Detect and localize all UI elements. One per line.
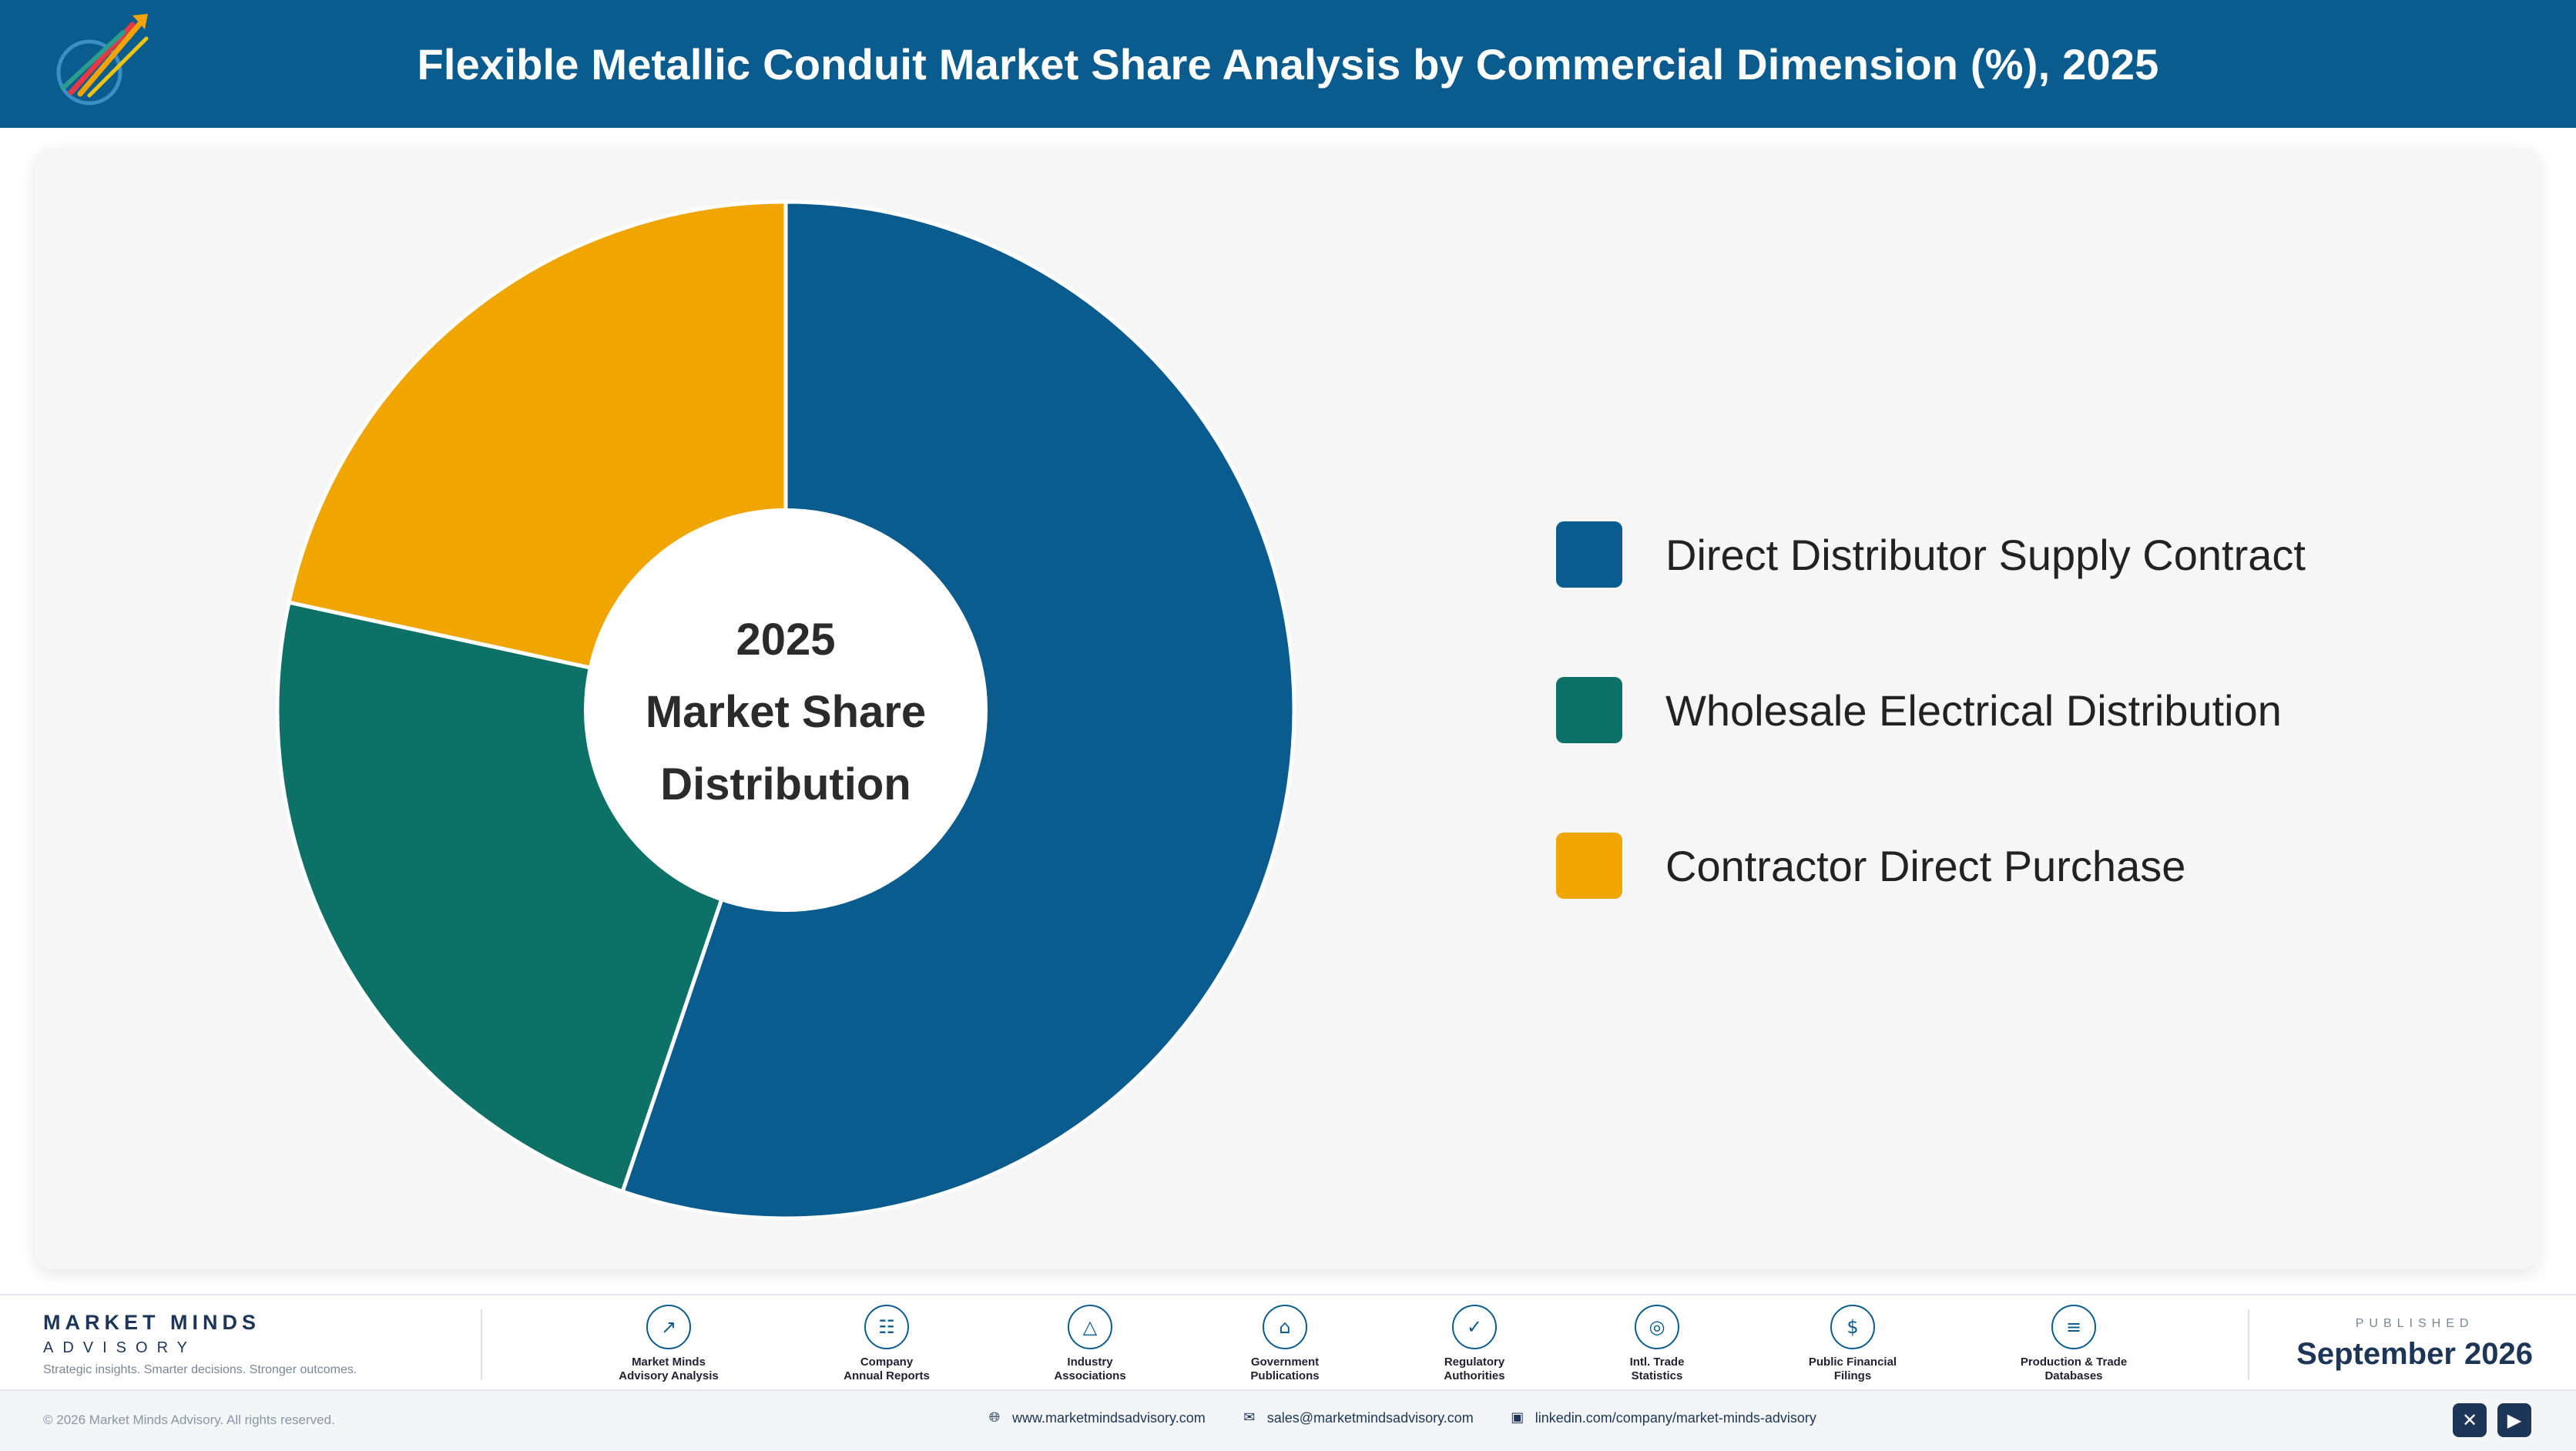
government-building-icon: ⌂ <box>1263 1305 1307 1349</box>
source-item[interactable]: ⌂ Government Publications <box>1208 1305 1362 1383</box>
legend-swatch <box>1556 521 1622 588</box>
footer-divider <box>481 1309 482 1380</box>
source-label: Government Publications <box>1250 1355 1320 1382</box>
contact-links: 🌐︎ www.marketmindsadvisory.com ✉ sales@m… <box>986 1409 1852 1426</box>
legend-swatch <box>1556 833 1622 899</box>
network-icon: △ <box>1068 1305 1112 1349</box>
source-list: ↗ Market Minds Advisory Analysis ☷ Company An… <box>0 1295 2576 1391</box>
source-label: Market Minds Advisory Analysis <box>619 1355 719 1382</box>
linkedin-text: linkedin.com/company/market-minds-adviso… <box>1535 1409 1816 1426</box>
source-label: Industry Associations <box>1054 1355 1126 1382</box>
source-item[interactable]: ↗ Market Minds Advisory Analysis <box>592 1305 746 1383</box>
x-icon[interactable]: ✕ <box>2453 1403 2487 1437</box>
center-label-line: Distribution <box>660 759 911 809</box>
website-text: www.marketmindsadvisory.com <box>1012 1409 1206 1426</box>
source-item[interactable]: △ Industry Associations <box>1013 1305 1167 1383</box>
donut-chart: 2025 Market Share Distribution <box>277 202 1294 1218</box>
source-label: Regulatory Authorities <box>1444 1355 1505 1382</box>
brand-block: MARKET MINDS ADVISORY Strategic insights… <box>43 1311 357 1377</box>
source-item[interactable]: ≡ Production & Trade Databases <box>1997 1305 2151 1383</box>
shield-check-icon: ✓ <box>1452 1305 1497 1349</box>
source-item[interactable]: ✓ Regulatory Authorities <box>1397 1305 1551 1383</box>
email-link[interactable]: ✉ sales@marketmindsadvisory.com <box>1241 1409 1474 1426</box>
envelope-icon: ✉ <box>1243 1409 1256 1426</box>
youtube-icon[interactable]: ▶ <box>2497 1403 2531 1437</box>
legend-item: Direct Distributor Supply Contract <box>1556 521 2306 588</box>
source-item[interactable]: ◎ Intl. Trade Statistics <box>1580 1305 1734 1383</box>
document-icon: ☷ <box>864 1305 909 1349</box>
published-label: PUBLISHED <box>2355 1317 2474 1330</box>
globe-icon: ◎ <box>1635 1305 1679 1349</box>
copyright-text: © 2026 Market Minds Advisory. All rights… <box>43 1412 335 1427</box>
brand-subtitle: ADVISORY <box>43 1339 196 1356</box>
bottom-bar: © 2026 Market Minds Advisory. All rights… <box>0 1389 2576 1451</box>
published-date: September 2026 <box>2296 1337 2533 1371</box>
source-label: Public Financial Filings <box>1808 1355 1897 1382</box>
brand-name: MARKET MINDS <box>43 1311 260 1334</box>
donut-hole <box>584 508 988 912</box>
website-link[interactable]: 🌐︎ www.marketmindsadvisory.com <box>986 1409 1206 1426</box>
source-label: Production & Trade Databases <box>2020 1355 2128 1382</box>
legend-label: Wholesale Electrical Distribution <box>1665 685 2282 735</box>
trend-line-icon: ↗ <box>646 1305 691 1349</box>
source-label: Company Annual Reports <box>844 1355 930 1382</box>
source-item[interactable]: $ Public Financial Filings <box>1776 1305 1930 1383</box>
linkedin-icon: ▣ <box>1511 1409 1524 1426</box>
footer: MARKET MINDS ADVISORY Strategic insights… <box>0 1294 2576 1391</box>
legend-swatch <box>1556 677 1622 743</box>
center-label-line: 2025 <box>736 615 835 665</box>
legend-item: Contractor Direct Purchase <box>1556 832 2306 900</box>
center-label-line: Market Share <box>646 687 926 737</box>
published-block: PUBLISHED September 2026 <box>2296 1317 2533 1372</box>
legend-label: Direct Distributor Supply Contract <box>1665 530 2306 579</box>
rocket-logo-icon <box>56 14 149 106</box>
legend-item: Wholesale Electrical Distribution <box>1556 676 2306 744</box>
chart-legend: Direct Distributor Supply Contract Wholes… <box>1556 521 2306 900</box>
linkedin-link[interactable]: ▣ linkedin.com/company/market-minds-advi… <box>1509 1409 1816 1426</box>
dollar-coin-icon: $ <box>1830 1305 1875 1349</box>
brand-tagline: Strategic insights. Smarter decisions. S… <box>43 1363 357 1376</box>
email-text: sales@marketmindsadvisory.com <box>1266 1409 1474 1426</box>
source-item[interactable]: ☷ Company Annual Reports <box>810 1305 964 1383</box>
source-label: Intl. Trade Statistics <box>1629 1355 1685 1382</box>
footer-divider <box>2248 1309 2249 1380</box>
legend-label: Contractor Direct Purchase <box>1665 841 2186 890</box>
globe-icon: 🌐︎ <box>988 1409 1001 1426</box>
header-bar: Flexible Metallic Conduit Market Share A… <box>0 0 2576 128</box>
page-title: Flexible Metallic Conduit Market Share A… <box>417 39 2159 89</box>
database-icon: ≡ <box>2051 1305 2096 1349</box>
